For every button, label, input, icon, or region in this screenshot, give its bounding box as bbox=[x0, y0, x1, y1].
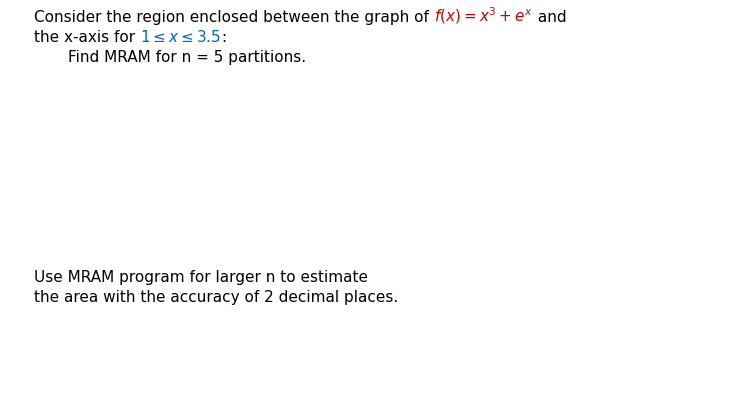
Text: the x-axis for: the x-axis for bbox=[34, 30, 140, 45]
Text: $1 \leq x \leq 3.5$: $1 \leq x \leq 3.5$ bbox=[140, 29, 222, 45]
Text: Consider the region enclosed between the graph of: Consider the region enclosed between the… bbox=[34, 10, 435, 25]
Text: Use MRAM program for larger n to estimate: Use MRAM program for larger n to estimat… bbox=[34, 270, 368, 285]
Text: Find MRAM for n = 5 partitions.: Find MRAM for n = 5 partitions. bbox=[68, 50, 305, 65]
Text: $f(x) = x^3 + e^x$: $f(x) = x^3 + e^x$ bbox=[435, 6, 534, 26]
Text: and: and bbox=[534, 10, 567, 25]
Text: the area with the accuracy of 2 decimal places.: the area with the accuracy of 2 decimal … bbox=[34, 290, 399, 305]
Text: :: : bbox=[222, 30, 227, 45]
